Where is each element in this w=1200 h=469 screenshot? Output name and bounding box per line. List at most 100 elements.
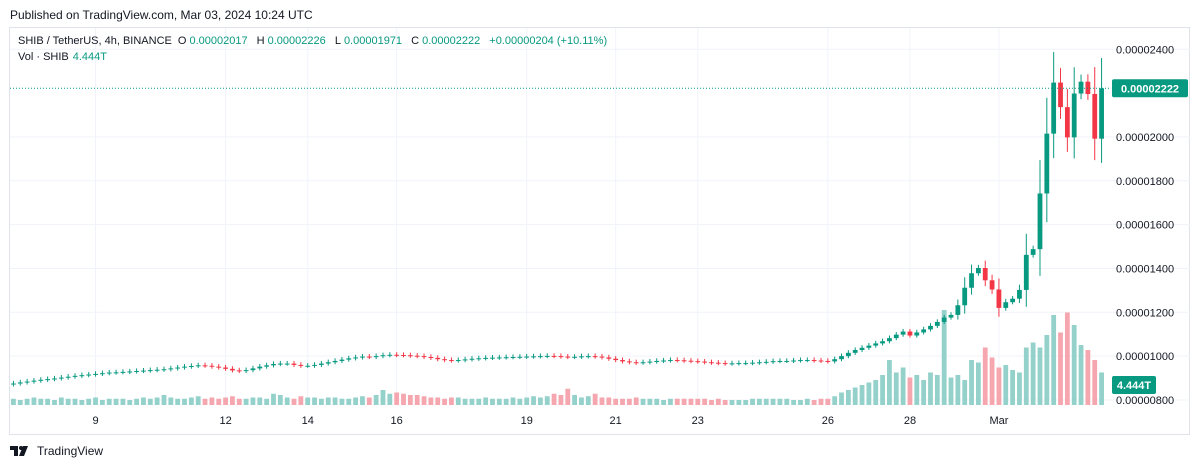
volume-bar bbox=[182, 398, 187, 405]
volume-bar bbox=[291, 398, 297, 405]
volume-bar bbox=[195, 396, 201, 405]
candle-body bbox=[401, 355, 406, 357]
symbol-label[interactable]: SHIB / TetherUS, 4h, BINANCE bbox=[18, 35, 172, 47]
volume-bar bbox=[72, 398, 78, 405]
candle-body bbox=[353, 357, 359, 359]
candle-body bbox=[380, 355, 386, 357]
volume-bar bbox=[777, 398, 783, 405]
candle-body bbox=[1071, 93, 1077, 138]
volume-bar bbox=[469, 398, 475, 405]
volume-bar bbox=[236, 398, 242, 405]
ohlc-high: H 0.00002226 bbox=[256, 35, 326, 47]
volume-bar bbox=[572, 395, 578, 405]
y-tick-label: 0.00001400 bbox=[1116, 263, 1174, 275]
candle-body bbox=[223, 367, 228, 369]
volume-bar bbox=[1071, 325, 1077, 405]
volume-bar bbox=[325, 397, 331, 405]
x-tick-label: 19 bbox=[521, 415, 533, 427]
x-tick-label: 12 bbox=[219, 415, 231, 427]
volume-bar bbox=[1037, 347, 1043, 405]
volume-bar bbox=[298, 396, 304, 405]
volume-bar bbox=[65, 398, 71, 405]
volume-bar bbox=[1085, 350, 1091, 405]
volume-bar bbox=[969, 360, 974, 405]
candle-body bbox=[798, 360, 803, 362]
volume-bar bbox=[120, 398, 126, 405]
volume-bar bbox=[729, 400, 735, 405]
candle-body bbox=[654, 360, 660, 362]
last-volume-label: 4.444T bbox=[1117, 380, 1152, 392]
candle-body bbox=[216, 366, 222, 368]
candle-body bbox=[277, 363, 283, 365]
candle-body bbox=[360, 356, 365, 358]
volume-bar bbox=[223, 397, 228, 405]
candle-body bbox=[715, 362, 721, 364]
volume-bar bbox=[715, 398, 721, 405]
volume-bar bbox=[962, 380, 968, 405]
candle-body bbox=[852, 349, 858, 353]
volume-bar bbox=[832, 396, 838, 405]
volume-bar bbox=[394, 392, 400, 405]
volume-bar bbox=[435, 397, 441, 405]
volume-bar bbox=[941, 310, 947, 405]
last-price-tag bbox=[1112, 79, 1188, 98]
candle-body bbox=[147, 370, 153, 372]
volume-bar bbox=[312, 397, 317, 405]
candle-body bbox=[455, 360, 461, 362]
candle-body bbox=[414, 355, 420, 357]
volume-bar bbox=[1092, 360, 1098, 405]
volume-bar bbox=[640, 398, 646, 405]
volume-bar bbox=[517, 398, 523, 405]
candle-body bbox=[722, 363, 728, 365]
volume-bar bbox=[387, 393, 393, 405]
volume-bar bbox=[264, 398, 270, 405]
candle-body bbox=[934, 321, 940, 326]
x-tick-label: 16 bbox=[391, 415, 403, 427]
candle-body bbox=[1078, 81, 1084, 94]
volume-bar bbox=[106, 398, 112, 405]
volume-bar bbox=[859, 385, 865, 405]
candle-body bbox=[989, 280, 995, 290]
candle-body bbox=[558, 356, 564, 358]
candle-body bbox=[318, 363, 324, 365]
candle-body bbox=[38, 379, 44, 381]
candle-body bbox=[620, 360, 625, 362]
y-tick-label: 0.00001800 bbox=[1116, 176, 1174, 188]
candle-body bbox=[442, 359, 447, 361]
candle-body bbox=[339, 359, 345, 361]
volume-bar bbox=[674, 398, 680, 405]
volume-value: 4.444T bbox=[72, 51, 107, 63]
y-tick-label: 0.00000800 bbox=[1116, 395, 1174, 407]
y-tick-label: 0.00002000 bbox=[1116, 132, 1174, 144]
volume-bar bbox=[531, 396, 536, 405]
volume-bar bbox=[975, 362, 981, 405]
volume-bar bbox=[277, 395, 283, 405]
volume-bar bbox=[380, 390, 386, 405]
candle-body bbox=[45, 379, 51, 381]
footer-brand[interactable]: TradingView bbox=[37, 444, 104, 458]
candle-body bbox=[510, 356, 516, 358]
volume-bar bbox=[579, 397, 584, 405]
candle-body bbox=[1003, 302, 1009, 308]
candle-body bbox=[756, 362, 762, 364]
volume-bar bbox=[1023, 347, 1029, 405]
candle-body bbox=[284, 363, 290, 365]
candle-body bbox=[503, 357, 509, 359]
candle-body bbox=[873, 343, 879, 346]
candle-body bbox=[579, 356, 584, 358]
volume-bar bbox=[1099, 372, 1104, 405]
volume-bar bbox=[982, 347, 988, 405]
volume-bar bbox=[948, 377, 954, 405]
volume-label[interactable]: Vol · SHIB bbox=[18, 51, 69, 63]
candle-body bbox=[11, 383, 16, 385]
candle-body bbox=[880, 341, 885, 344]
candle-body bbox=[24, 381, 30, 383]
candle-body bbox=[640, 362, 646, 364]
candle-body bbox=[866, 345, 872, 348]
volume-bar bbox=[750, 398, 755, 405]
candle-body bbox=[921, 329, 927, 333]
volume-bar bbox=[99, 400, 105, 405]
candle-body bbox=[1023, 254, 1029, 290]
candle-body bbox=[93, 373, 98, 375]
